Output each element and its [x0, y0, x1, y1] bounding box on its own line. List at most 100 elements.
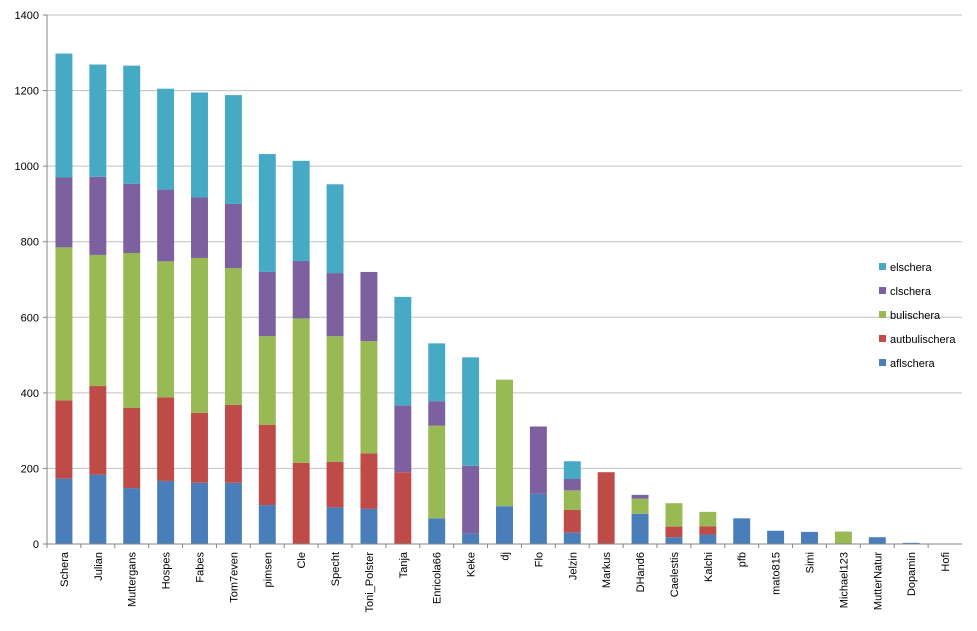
bar-segment-bulischera — [191, 257, 208, 413]
axes — [46, 15, 962, 545]
bar-segment-clschera — [462, 465, 480, 534]
bar-segment-autbulischera — [563, 509, 581, 533]
bar-segment-autbulischera — [326, 462, 344, 508]
legend-label: clschera — [890, 286, 932, 298]
bar-segment-bulischera — [631, 498, 649, 514]
legend-label: bulischera — [890, 310, 941, 322]
bar-stack — [462, 357, 480, 544]
bar-segment-autbulischera — [665, 526, 683, 538]
bar-segment-elschera — [191, 92, 208, 198]
legend-swatch — [879, 311, 886, 318]
bar-segment-aflschera — [123, 488, 141, 544]
bar-segment-clschera — [394, 405, 412, 473]
bar-segment-aflschera — [224, 482, 242, 544]
legend-swatch — [879, 335, 886, 342]
legend-item-aflschera: aflschera — [879, 358, 936, 370]
x-tick-label: Tanja — [398, 551, 410, 578]
bar-stack — [801, 531, 818, 544]
bar-stack — [224, 95, 242, 544]
bar-stack — [292, 160, 310, 544]
bar-segment-autbulischera — [597, 472, 615, 544]
bar-segment-aflschera — [428, 518, 446, 544]
bar-segment-clschera — [360, 271, 378, 342]
bar-stack — [394, 296, 412, 544]
bar-segment-autbulischera — [191, 412, 208, 483]
x-tick-label: Specht — [330, 552, 342, 586]
x-tick-label: Toni_Polster — [364, 552, 376, 613]
legend-label: elschera — [890, 262, 932, 274]
x-tick-label: Markus — [601, 552, 613, 589]
bar-segment-autbulischera — [157, 397, 175, 481]
x-tick-label: Caelestis — [669, 552, 681, 598]
bar-stack — [326, 184, 344, 544]
legend-label: autbulischera — [890, 334, 956, 346]
y-tick-label: 1200 — [15, 86, 39, 98]
bar-segment-bulischera — [563, 490, 581, 510]
x-tick-label: Muttergans — [127, 552, 139, 608]
bar-segment-aflschera — [563, 532, 581, 544]
bars — [55, 53, 920, 544]
x-tick-label: Julian — [93, 552, 105, 581]
legend-swatch — [879, 263, 886, 270]
bar-segment-autbulischera — [292, 462, 310, 544]
bar-segment-clschera — [563, 479, 581, 491]
x-tick-label: Hofi — [940, 552, 952, 572]
bar-stack — [191, 92, 208, 544]
x-tick-label: Hospes — [161, 552, 173, 590]
bar-segment-bulischera — [428, 425, 446, 519]
bar-stack — [597, 472, 615, 544]
legend-item-clschera: clschera — [879, 286, 932, 298]
bar-stack — [834, 531, 852, 544]
bar-segment-aflschera — [157, 480, 175, 544]
x-tick-label: mato815 — [771, 552, 783, 595]
legend-item-autbulischera: autbulischera — [879, 334, 956, 346]
bar-segment-elschera — [462, 357, 480, 466]
y-tick-label: 1400 — [15, 10, 39, 22]
y-tick-label: 600 — [21, 312, 39, 324]
bar-segment-bulischera — [496, 379, 513, 507]
bar-segment-elschera — [157, 88, 175, 190]
bar-segment-autbulischera — [360, 453, 378, 509]
y-tick-label: 800 — [21, 237, 39, 249]
bar-segment-aflschera — [665, 537, 683, 544]
bar-stack — [123, 65, 141, 544]
bar-segment-clschera — [292, 260, 310, 319]
bar-segment-aflschera — [868, 537, 886, 544]
legend-item-bulischera: bulischera — [879, 310, 941, 322]
x-tick-label: dj — [500, 552, 512, 561]
legend-swatch — [879, 287, 886, 294]
bar-segment-clschera — [89, 176, 107, 255]
bar-segment-bulischera — [89, 254, 107, 387]
bar-segment-clschera — [326, 273, 344, 337]
x-tick-label: Keke — [466, 552, 478, 577]
bar-segment-bulischera — [326, 336, 344, 463]
bar-segment-bulischera — [834, 531, 852, 544]
bar-segment-aflschera — [360, 508, 378, 544]
bar-segment-aflschera — [496, 506, 513, 544]
bar-stack — [428, 343, 446, 544]
bar-segment-aflschera — [767, 530, 785, 544]
bar-segment-aflschera — [55, 478, 73, 544]
bar-segment-aflschera — [902, 542, 920, 544]
bar-segment-aflschera — [801, 531, 818, 544]
bar-segment-elschera — [563, 461, 581, 480]
bar-segment-clschera — [157, 189, 175, 262]
bar-segment-bulischera — [292, 318, 310, 463]
bar-segment-bulischera — [699, 511, 717, 527]
bar-segment-elschera — [326, 184, 344, 274]
bar-segment-aflschera — [529, 493, 547, 544]
x-tick-label: MutterNatur — [872, 552, 884, 610]
bar-segment-autbulischera — [699, 526, 717, 535]
bar-stack — [258, 154, 276, 544]
x-tick-label: Jelzin — [567, 552, 579, 580]
legend: elschera clschera bulischera autbulischera a… — [879, 262, 956, 370]
bar-segment-aflschera — [733, 518, 751, 544]
bar-segment-autbulischera — [258, 424, 276, 506]
x-tick-label: Fabes — [195, 552, 207, 583]
bar-segment-aflschera — [699, 534, 717, 544]
bar-segment-autbulischera — [89, 386, 107, 475]
bar-segment-bulischera — [360, 341, 378, 454]
y-tick-label: 0 — [33, 539, 39, 551]
bar-segment-elschera — [224, 95, 242, 204]
